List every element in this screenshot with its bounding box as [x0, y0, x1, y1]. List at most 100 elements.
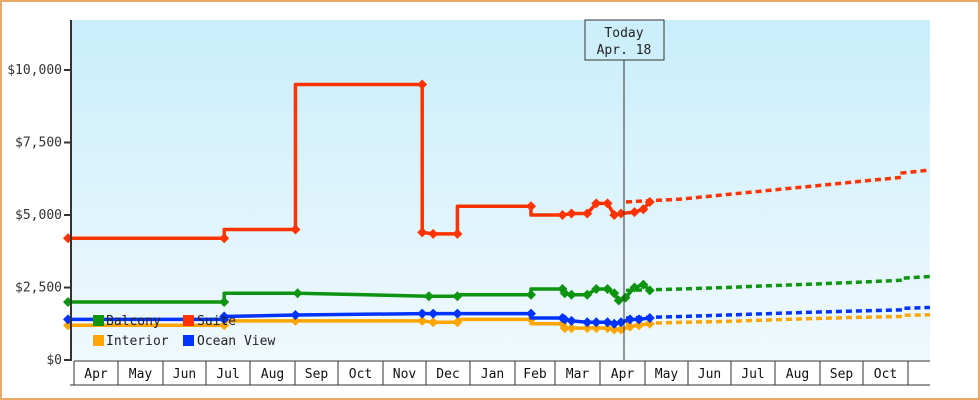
data-point[interactable] [582, 323, 593, 334]
data-point[interactable] [602, 323, 613, 334]
data-point[interactable] [559, 323, 570, 334]
series-layer [63, 79, 931, 335]
x-month-label: Jun [173, 367, 196, 382]
data-point[interactable] [609, 288, 620, 299]
y-tick-label: $7,500 [15, 136, 62, 151]
projected-line [625, 168, 931, 204]
series-interior [63, 313, 931, 335]
x-month-label: Oct [874, 367, 897, 382]
data-point[interactable] [290, 315, 301, 326]
data-point[interactable] [591, 323, 602, 334]
data-point[interactable] [290, 224, 301, 235]
data-point[interactable] [452, 308, 463, 319]
x-month-label: Sep [305, 367, 329, 382]
x-month-label: Jan [481, 367, 504, 382]
data-point[interactable] [591, 317, 602, 328]
data-point[interactable] [452, 228, 463, 239]
projected-line [625, 274, 931, 293]
data-point[interactable] [566, 289, 577, 300]
data-point[interactable] [559, 288, 570, 299]
data-point[interactable] [292, 288, 303, 299]
projected-line [625, 305, 931, 320]
today-date: Apr. 18 [597, 43, 652, 58]
data-point[interactable] [582, 317, 593, 328]
x-axis-months: Apr May Jun Jul Aug Sep Oct Nov Dec Jan Feb Mar Apr M… [70, 360, 930, 386]
legend-label-ocean-view[interactable]: Ocean View [197, 334, 275, 349]
x-month-label: Aug [261, 367, 284, 382]
data-point[interactable] [428, 228, 439, 239]
data-point[interactable] [526, 201, 536, 212]
y-tick-label: $0 [46, 353, 62, 368]
data-point[interactable] [559, 314, 570, 325]
y-tick-label: $10,000 [7, 63, 62, 78]
legend: Balcony Suite Interior Ocean View [93, 314, 275, 349]
x-month-label: Dec [436, 367, 459, 382]
legend-swatch-suite [183, 315, 194, 326]
x-month-label: Aug [786, 367, 809, 382]
data-point[interactable] [609, 318, 620, 329]
x-month-label: May [129, 367, 153, 382]
data-point[interactable] [609, 210, 620, 220]
today-marker: Today Apr. 18 [584, 19, 665, 360]
plot-area [72, 20, 930, 360]
data-point[interactable] [452, 317, 463, 328]
series-balcony [63, 274, 931, 307]
data-point[interactable] [452, 291, 463, 302]
data-point[interactable] [219, 233, 230, 244]
y-tick-label: $5,000 [15, 208, 62, 223]
data-point[interactable] [526, 289, 536, 300]
series-ocean-view [63, 305, 931, 329]
data-point[interactable] [620, 292, 631, 303]
data-point[interactable] [602, 317, 613, 328]
legend-swatch-interior [93, 335, 104, 346]
data-point[interactable] [566, 315, 577, 326]
legend-label-balcony[interactable]: Balcony [106, 314, 161, 329]
x-month-label: Jul [216, 367, 239, 382]
legend-label-suite[interactable]: Suite [197, 314, 236, 329]
x-month-label: Apr [84, 367, 108, 382]
x-month-label: Apr [611, 367, 635, 382]
today-label: Today [604, 26, 643, 41]
data-point[interactable] [638, 279, 649, 290]
data-point[interactable] [582, 289, 593, 300]
data-point[interactable] [219, 311, 230, 322]
data-point[interactable] [609, 324, 620, 335]
data-point[interactable] [417, 308, 428, 319]
data-point[interactable] [557, 210, 568, 220]
x-month-label: Mar [566, 367, 590, 382]
x-month-label: Oct [349, 367, 372, 382]
data-point[interactable] [219, 297, 230, 307]
x-month-label: Jun [698, 367, 721, 382]
today-box [584, 19, 665, 61]
projected-line [625, 313, 931, 326]
data-point[interactable] [582, 208, 593, 219]
data-point[interactable] [423, 291, 434, 302]
data-point[interactable] [638, 204, 649, 215]
data-point[interactable] [526, 308, 536, 319]
series-suite [63, 79, 931, 244]
data-point[interactable] [428, 308, 439, 319]
data-point[interactable] [591, 283, 602, 294]
legend-swatch-balcony [93, 315, 104, 326]
data-point[interactable] [629, 207, 640, 218]
data-point[interactable] [219, 320, 230, 331]
x-month-label: Jul [741, 367, 764, 382]
data-point[interactable] [591, 198, 602, 209]
data-point[interactable] [417, 79, 428, 90]
data-point[interactable] [417, 227, 428, 238]
x-month-label: Feb [523, 367, 547, 382]
x-month-label: May [655, 367, 679, 382]
legend-swatch-ocean-view [183, 335, 194, 346]
data-point[interactable] [428, 317, 439, 328]
data-point[interactable] [602, 283, 613, 294]
legend-label-interior[interactable]: Interior [106, 334, 169, 349]
y-axis-ticks: $0 $2,500 $5,000 $7,500 $10,000 [7, 63, 71, 368]
data-point[interactable] [417, 315, 428, 326]
data-point[interactable] [290, 310, 301, 321]
x-month-label: Sep [830, 367, 854, 382]
data-point[interactable] [566, 323, 577, 334]
y-tick-label: $2,500 [15, 281, 62, 296]
data-point[interactable] [566, 208, 577, 219]
data-point[interactable] [602, 198, 613, 209]
